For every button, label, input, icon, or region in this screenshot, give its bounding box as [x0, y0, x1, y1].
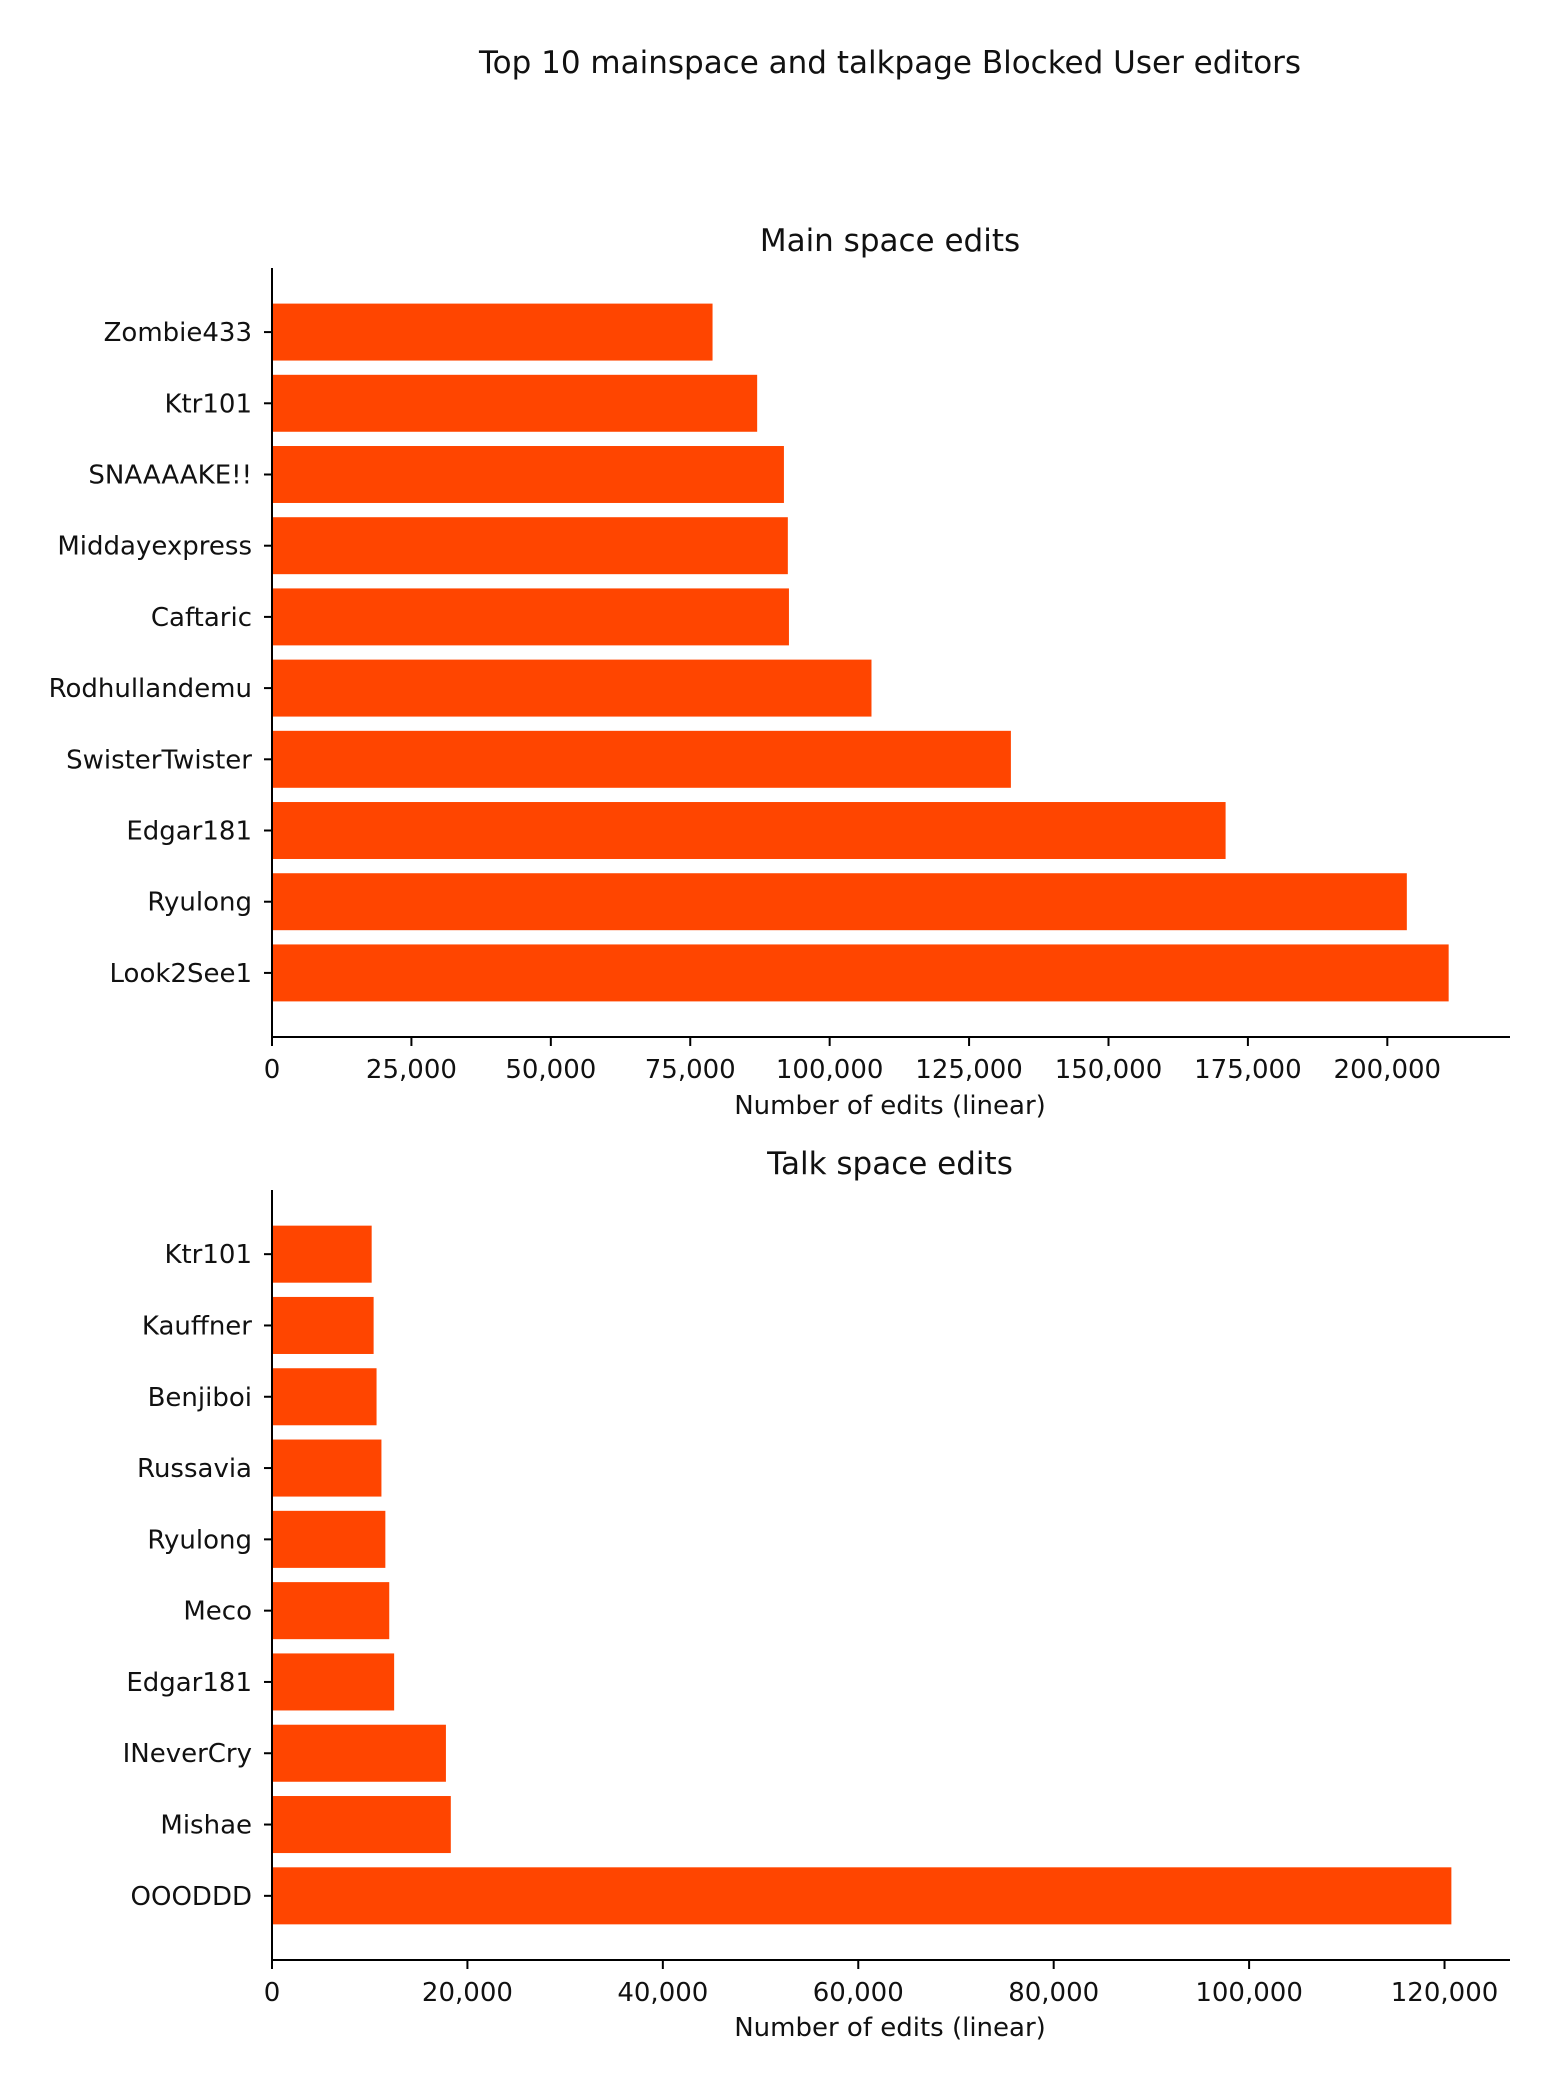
talk-space-bar	[272, 1582, 390, 1640]
main-space-xtick-label: 125,000	[915, 1055, 1023, 1085]
main-space-bar	[272, 730, 1011, 788]
main-space-ytick-label: Zombie433	[104, 318, 252, 348]
main-space-ytick-label: Ktr101	[164, 389, 252, 419]
main-space-xtick-label: 150,000	[1055, 1055, 1163, 1085]
main-space-bar	[272, 588, 789, 646]
talk-space-ytick-label: Russavia	[137, 1454, 252, 1484]
talk-space-xtick-label: 60,000	[813, 1978, 904, 2008]
main-space-ytick-label: Look2See1	[110, 959, 252, 989]
talk-space-xlabel: Number of edits (linear)	[734, 2013, 1046, 2043]
talk-space-bar	[272, 1653, 395, 1711]
main-space-bar	[272, 446, 784, 503]
main-space-bar	[272, 374, 758, 432]
main-space-bar	[272, 517, 788, 575]
main-space-xtick-label: 175,000	[1194, 1055, 1302, 1085]
main-space-ytick-label: Caftaric	[151, 603, 252, 633]
talk-space-bar	[272, 1510, 386, 1568]
main-space-xlabel: Number of edits (linear)	[734, 1091, 1046, 1121]
main-space-xtick-label: 100,000	[776, 1055, 884, 1085]
talk-space-xtick-label: 20,000	[422, 1978, 513, 2008]
talk-space-ytick-label: OOODDD	[131, 1882, 252, 1912]
main-space-bar	[272, 873, 1407, 931]
main-space-ytick-label: Edgar181	[126, 817, 252, 847]
main-space-xtick-label: 0	[264, 1055, 281, 1085]
talk-space-xtick-label: 100,000	[1195, 1978, 1303, 2008]
talk-space-ytick-label: Mishae	[160, 1811, 252, 1841]
main-space-bar	[272, 944, 1449, 1002]
talk-space-ytick-label: Ryulong	[147, 1525, 252, 1555]
talk-space-bar	[272, 1867, 1452, 1925]
main-space-ytick-label: SNAAAAKE!!	[88, 460, 252, 490]
talk-space-ytick-label: Benjiboi	[148, 1383, 252, 1413]
talk-space-ytick-label: Meco	[183, 1597, 252, 1627]
figure-suptitle: Top 10 mainspace and talkpage Blocked Us…	[478, 45, 1301, 81]
main-space-xtick-label: 25,000	[366, 1055, 457, 1085]
main-space-title: Main space edits	[760, 223, 1020, 259]
talk-space-xtick-label: 40,000	[617, 1978, 708, 2008]
talk-space-bar	[272, 1796, 451, 1854]
talk-space-ytick-label: Ktr101	[164, 1240, 252, 1270]
talk-space-bar	[272, 1368, 377, 1426]
talk-space-bar	[272, 1439, 382, 1497]
talk-space-ytick-label: Edgar181	[126, 1668, 252, 1698]
main-space-ytick-label: Middayexpress	[57, 532, 252, 562]
talk-space-chart: Talk space edits Number of edits (linear…	[123, 1146, 1510, 2043]
main-space-bar	[272, 303, 713, 361]
talk-space-xtick-label: 80,000	[1008, 1978, 1099, 2008]
talk-space-bar	[272, 1225, 372, 1283]
main-space-xtick-label: 200,000	[1334, 1055, 1442, 1085]
main-space-xtick-label: 75,000	[645, 1055, 736, 1085]
main-space-bar	[272, 802, 1226, 859]
talk-space-xtick-label: 120,000	[1391, 1978, 1499, 2008]
main-space-xtick-label: 50,000	[505, 1055, 596, 1085]
talk-space-ytick-label: INeverCry	[123, 1739, 252, 1769]
talk-space-bar	[272, 1724, 446, 1782]
main-space-ytick-label: SwisterTwister	[66, 745, 252, 775]
main-space-ytick-label: Rodhullandemu	[49, 674, 252, 704]
talk-space-bar	[272, 1296, 374, 1354]
talk-space-title: Talk space edits	[766, 1146, 1013, 1182]
talk-space-xtick-label: 0	[264, 1978, 281, 2008]
main-space-chart: Main space edits Number of edits (linear…	[49, 223, 1510, 1121]
main-space-ytick-label: Ryulong	[147, 888, 252, 918]
main-space-bar	[272, 659, 872, 717]
talk-space-ytick-label: Kauffner	[142, 1311, 252, 1341]
